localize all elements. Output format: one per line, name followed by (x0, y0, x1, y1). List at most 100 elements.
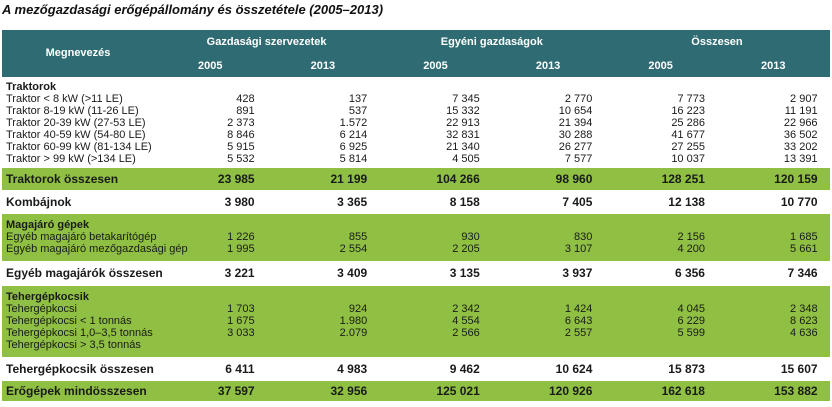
table-row-total: Tehergépkocsik összesen 6 411 4 983 9 46… (2, 357, 830, 381)
cell: 3 409 (337, 266, 368, 280)
cell: 8 623 (790, 314, 818, 327)
cell: 2.079 (339, 326, 368, 339)
row-label: Traktor 8-19 kW (11-26 LE) (6, 104, 139, 117)
cell: 9 462 (449, 361, 480, 376)
cell: 2 348 (790, 302, 818, 315)
cell: 32 956 (330, 383, 368, 398)
cell: 3 980 (224, 194, 255, 209)
cell: 924 (348, 302, 368, 315)
cell: 2 205 (452, 242, 480, 255)
cell: 5 532 (227, 152, 255, 165)
row-label: Tehergépkocsi > 3,5 tonnás (6, 338, 141, 351)
cell: 2 554 (339, 242, 368, 255)
cell: 3 221 (224, 266, 255, 280)
cell: 3 135 (449, 266, 480, 280)
table-row-total: Traktorok összesen 23 985 21 199 104 266… (2, 168, 830, 190)
cell: 4 045 (677, 302, 705, 315)
row-label: Kombájnok (6, 194, 72, 209)
cell: 6 643 (564, 314, 593, 327)
cell: 4 983 (337, 361, 368, 376)
cell: 428 (236, 92, 255, 105)
header-year: 2005 (423, 59, 448, 72)
cell: 23 985 (217, 171, 255, 186)
cell: 4 636 (790, 326, 818, 339)
cell: 10 624 (555, 361, 593, 376)
table-row: Egyéb magajáró mezőgazdasági gép 1 995 2… (2, 243, 830, 255)
row-label: Traktor > 99 kW (>134 LE) (6, 152, 136, 165)
cell: 4 554 (452, 314, 480, 327)
cell: 891 (236, 104, 255, 117)
table-row: Tehergépkocsi > 3,5 tonnás (2, 339, 830, 351)
cell: 5 814 (339, 152, 368, 165)
cell: 1.572 (339, 116, 368, 129)
cell: 3 937 (562, 266, 593, 280)
cell: 12 138 (668, 194, 705, 209)
cell: 7 345 (452, 92, 480, 105)
cell: 120 159 (774, 171, 818, 186)
cell: 1 995 (227, 242, 255, 255)
cell: 25 286 (671, 116, 705, 129)
row-label: Tehergépkocsik összesen (6, 361, 154, 376)
row-label: Traktor < 8 kW (>11 LE) (6, 92, 123, 105)
cell: 930 (461, 230, 480, 243)
header-year: 2013 (761, 59, 786, 72)
header-year: 2005 (198, 59, 223, 72)
cell: 128 251 (661, 171, 705, 186)
cell: 1 685 (790, 230, 818, 243)
header-group: Összesen (691, 36, 743, 48)
cell: 8 846 (227, 128, 255, 141)
row-label: Tehergépkocsi 1,0–3,5 tonnás (6, 326, 153, 339)
header-year: 2005 (648, 59, 673, 72)
header-name-col: Megnevezés (45, 47, 111, 59)
cell: 1.980 (339, 314, 368, 327)
cell: 5 915 (227, 140, 255, 153)
cell: 2 566 (452, 326, 480, 339)
cell: 4 505 (452, 152, 480, 165)
row-label: Erőgépek mindösszesen (6, 383, 147, 398)
cell: 21 394 (558, 116, 593, 129)
cell: 2 770 (564, 92, 593, 105)
table-row: Traktor < 8 kW (>11 LE) 428 137 7 345 2 … (2, 93, 830, 105)
cell: 104 266 (436, 171, 480, 186)
header-group: Egyéni gazdaságok (440, 36, 543, 48)
cell: 2 907 (790, 92, 818, 105)
cell: 10 770 (780, 194, 818, 209)
cell: 36 502 (783, 128, 818, 141)
cell: 537 (348, 104, 368, 117)
cell: 33 202 (783, 140, 818, 153)
cell: 2 342 (452, 302, 480, 315)
row-label: Traktor 60-99 kW (81-134 LE) (6, 140, 152, 153)
cell: 41 677 (671, 128, 705, 141)
row-label: Tehergépkocsi < 1 tonnás (6, 314, 132, 327)
table-title: A mezőgazdasági erőgépállomány és összet… (2, 2, 384, 17)
tehergepkocsik-block: Tehergépkocsik Tehergépkocsi 1 703 924 2… (2, 286, 830, 357)
cell: 1 703 (227, 302, 255, 315)
row-label: Egyéb magajárók összesen (6, 266, 163, 280)
cell: 3 107 (564, 242, 593, 255)
cell: 6 411 (225, 361, 255, 376)
cell: 11 191 (784, 104, 818, 117)
table-row: Egyéb magajáró betakarítógép 1 226 855 9… (2, 231, 830, 243)
cell: 7 773 (677, 92, 705, 105)
table-row-grand-total: Erőgépek mindösszesen 37 597 32 956 125 … (2, 381, 830, 401)
traktorok-block: Traktorok Traktor < 8 kW (>11 LE) 428 13… (2, 77, 830, 168)
row-label: Egyéb magajáró betakarítógép (6, 230, 157, 243)
cell: 13 391 (783, 152, 818, 165)
cell: 830 (574, 230, 593, 243)
section-title: Traktorok (6, 80, 57, 93)
cell: 3 033 (227, 326, 255, 339)
cell: 162 618 (661, 383, 705, 398)
table-row: Traktor 60-99 kW (81-134 LE) 5 915 6 925… (2, 141, 830, 153)
cell: 10 037 (671, 152, 705, 165)
row-label: Egyéb magajáró mezőgazdasági gép (6, 242, 188, 255)
cell: 21 340 (446, 140, 480, 153)
cell: 7 405 (562, 194, 593, 209)
magajaro-block: Magajáró gépek Egyéb magajáró betakarító… (2, 214, 830, 261)
cell: 855 (348, 230, 368, 243)
table-row: Tehergépkocsi < 1 tonnás 1 675 1.980 4 5… (2, 315, 830, 327)
cell: 21 199 (330, 171, 368, 186)
cell: 37 597 (217, 383, 255, 398)
row-label: Traktor 40-59 kW (54-80 LE) (6, 128, 146, 141)
table-header: Megnevezés Gazdasági szervezetek Egyéni … (2, 30, 830, 77)
table-row: Tehergépkocsi 1 703 924 2 342 1 424 4 04… (2, 303, 830, 315)
